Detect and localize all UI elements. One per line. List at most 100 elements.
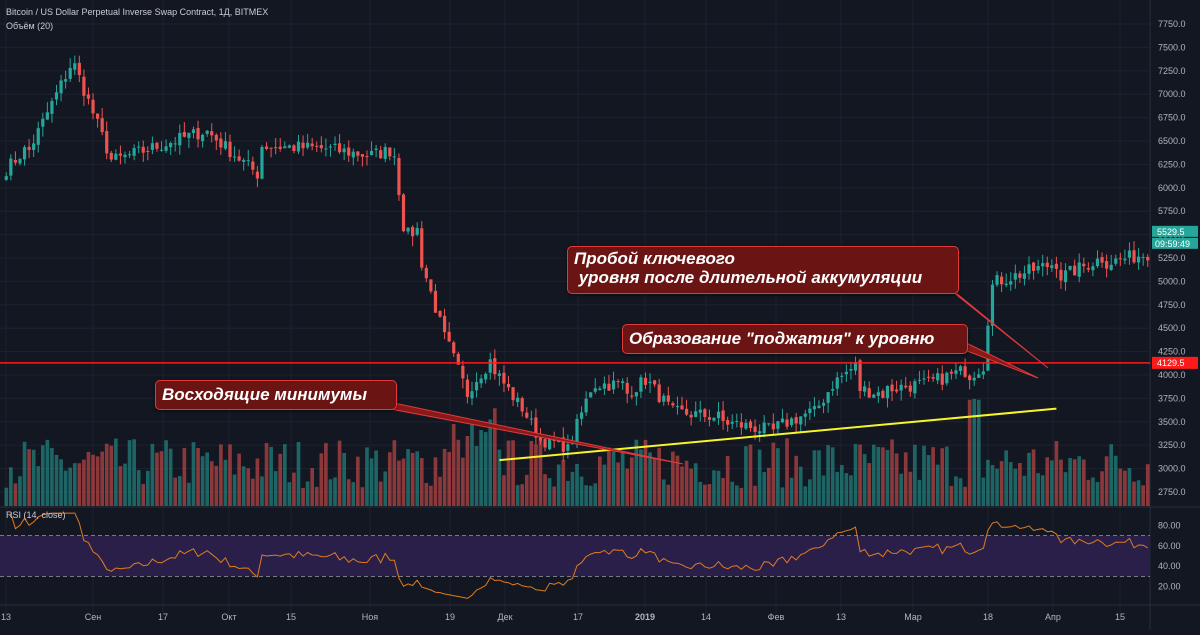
time-tick-label: Мар [904,612,922,622]
candle-body [1059,269,1063,281]
volume-bar [716,470,721,506]
volume-bar [607,447,611,506]
volume-bar [1145,464,1150,506]
volume-bar [1013,468,1018,506]
volume-bar [629,457,634,506]
candle-body [201,134,205,142]
candle-body [205,130,209,134]
candle-body [474,382,479,391]
candle-body [374,148,378,150]
volume-bar [168,448,173,506]
volume-bar [278,453,283,506]
candle-body [981,371,985,375]
candle-body [187,132,191,138]
candle-body [812,406,817,410]
candle-body [45,112,49,120]
candle-body [835,377,839,389]
volume-bar [287,482,292,506]
candle-body [977,374,981,378]
key-level-label: 4129.5 [1157,358,1185,368]
volume-bar [45,439,50,506]
volume-bar [1136,480,1141,506]
volume-bar [602,464,607,506]
candle-body [36,128,40,145]
candle-body [1132,250,1136,263]
annotation-breakout: Пробой ключевого уровня после длительной… [567,246,959,294]
volume-bar [675,455,680,506]
candle-body [1000,276,1004,285]
volume-bar [981,477,986,506]
candle-body [1146,256,1150,261]
candle-body [561,437,565,452]
volume-bar [995,468,999,506]
candle-body [342,148,346,153]
time-tick-label: 15 [286,612,296,622]
candle-body [675,406,680,408]
volume-bar [305,481,310,506]
volume-bar [579,476,584,506]
volume-bar [1022,475,1027,506]
price-axis: 7750.0 7500.0 7250.0 7000.0 6750.0 6500.0 6250… [1158,19,1186,592]
volume-bar [712,470,716,506]
candle-body [926,376,931,378]
candle-body [826,392,830,403]
volume-bar [200,456,205,506]
volume-bar [1068,457,1072,506]
candle-body [82,76,86,96]
volume-bar [251,478,255,506]
candle-body [502,372,506,384]
volume-bar [598,456,602,506]
candle-body [18,159,22,164]
volume-bar [141,484,146,506]
candle-body [433,290,438,313]
candle-body [744,422,748,429]
candle-body [118,153,123,156]
candle-body [1073,265,1077,276]
volume-bar [429,485,433,506]
volume-bar [817,450,821,506]
candle-body [296,141,301,152]
candle-body [662,395,666,402]
candle-body [1127,250,1132,258]
candle-body [488,359,492,373]
volume-bar [337,440,342,506]
volume-bar [1104,456,1109,506]
price-tick-label: 7750.0 [1158,19,1186,29]
candle-body [849,369,853,371]
volume-bar [894,453,899,506]
candle-body [401,194,406,232]
volume-bar [890,439,894,506]
volume-bar [410,452,415,506]
price-tick-label: 6500.0 [1158,136,1186,146]
candle-body [730,421,734,424]
volume-bar [182,448,187,506]
candle-body [1091,266,1095,271]
candle-body [169,143,173,148]
volume-bar [926,455,931,506]
volume-bar [86,451,91,506]
volume-bar [406,449,410,506]
candle-body [511,387,515,401]
volume-bar [922,445,926,506]
candle-body [602,383,606,389]
candle-body [1009,281,1013,285]
volume-bar [63,470,68,506]
volume-bar [661,479,666,506]
candle-body [54,92,59,100]
candle-body [114,153,118,160]
candle-body [940,373,944,385]
volume-bar [620,452,625,506]
volume-bar [205,452,210,506]
volume-bar [625,468,630,506]
volume-bar [136,470,141,506]
candle-body [369,150,374,156]
candle-body [771,423,775,430]
candle-body [251,161,255,170]
time-tick-label: Окт [221,612,236,622]
candle-body [465,379,470,397]
volume-bar [803,486,808,506]
volume-bar [145,470,150,506]
volume-bar [1040,475,1045,506]
volume-bar [543,474,547,506]
